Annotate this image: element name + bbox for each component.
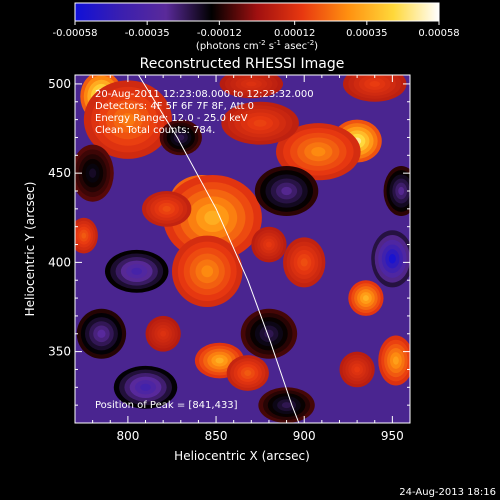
heatmap-contour <box>160 330 167 337</box>
heatmap-blob <box>383 166 410 216</box>
heatmap-blob <box>378 335 410 386</box>
time-range-label: 20-Aug-2011 12:23:08.000 to 12:23:32.000 <box>95 89 314 100</box>
heatmap-blob <box>343 75 407 102</box>
heatmap-blob <box>221 101 299 145</box>
heatmap-contour <box>388 254 396 264</box>
colorbar-tick-label: -0.00012 <box>197 28 242 39</box>
heatmap-blob <box>251 226 287 263</box>
heatmap-blob <box>159 119 202 156</box>
x-tick-label: 900 <box>293 429 316 443</box>
plot-frame <box>74 74 411 424</box>
heatmap-contour <box>354 366 361 373</box>
x-tick-label: 850 <box>205 429 228 443</box>
heatmap-blob <box>219 75 284 99</box>
heatmap-blob <box>75 217 98 254</box>
heatmap-blob <box>348 280 384 316</box>
footer-timestamp: 24-Aug-2013 18:16 <box>399 487 496 498</box>
heatmap-blob <box>339 351 375 388</box>
heatmap-contour <box>215 357 224 364</box>
heatmap-blob <box>145 315 181 352</box>
heatmap-blob <box>76 308 127 359</box>
y-tick-label: 400 <box>48 255 71 269</box>
y-tick-label: 350 <box>48 345 71 359</box>
heatmap-blob <box>163 174 262 261</box>
heatmap-contour <box>140 383 151 391</box>
heatmap-contour <box>369 80 381 87</box>
heatmap-contour <box>177 134 185 141</box>
peak-position-label: Position of Peak = [841,433] <box>95 400 238 411</box>
detectors-label: Detectors: 4F 5F 6F 7F 8F, Att 0 <box>95 101 254 112</box>
heatmap-blob <box>240 308 298 359</box>
heatmap-blob <box>113 365 178 409</box>
heatmap-blob <box>371 230 410 288</box>
heatmap-contour <box>97 329 106 338</box>
heatmap-contour <box>81 232 87 239</box>
heatmap-contour <box>311 146 326 157</box>
colorbar-tick-label: -0.00058 <box>53 28 98 39</box>
y-axis: 350 400 450 500 <box>48 77 410 424</box>
heatmap-blob <box>276 123 361 181</box>
heatmap-blob <box>142 191 192 227</box>
x-axis-label: Heliocentric X (arcsec) <box>174 449 310 463</box>
heatmap-blob <box>83 80 172 159</box>
solar-limb-line <box>138 75 300 423</box>
chart-title: Reconstructed RHESSI Image <box>140 56 345 72</box>
heatmap-contour <box>266 241 272 248</box>
clean-counts-label: Clean Total counts: 784. <box>95 125 215 136</box>
colorbar <box>74 2 440 22</box>
heatmap-blob <box>258 387 315 423</box>
heatmap-contour <box>246 81 257 87</box>
colorbar-tick-label: 0.00035 <box>346 28 387 39</box>
heatmap-contour <box>244 370 252 377</box>
heatmap-contour <box>281 186 292 196</box>
heatmap-contour <box>120 113 136 127</box>
heatmap-contour <box>162 205 171 212</box>
heatmap-contour <box>300 258 308 267</box>
colorbar-ticks: -0.00058 -0.00035 -0.00012 0.00012 0.00035 0.… <box>53 21 460 39</box>
energy-range-label: Energy Range: 12.0 - 25.0 keV <box>95 113 248 124</box>
heatmap-blob <box>254 166 319 216</box>
x-axis: 800 850 900 950 <box>74 75 411 443</box>
heatmap-blob <box>283 237 326 288</box>
heatmap-layer <box>75 75 410 423</box>
x-tick-label: 800 <box>116 429 139 443</box>
heatmap-blob <box>75 144 114 202</box>
x-tick-label: 950 <box>381 429 404 443</box>
heatmap-contour <box>281 402 292 409</box>
heatmap-contour <box>201 265 214 278</box>
heatmap-contour <box>204 210 221 225</box>
heatmap-blob <box>171 235 243 307</box>
heatmap-contour <box>392 356 399 365</box>
colorbar-tick-label: -0.00035 <box>125 28 170 39</box>
heatmap-contour <box>89 168 97 178</box>
y-axis-label: Heliocentric Y (arcsec) <box>23 182 37 317</box>
heatmap-contour <box>362 295 369 302</box>
heatmap-blob <box>226 355 269 391</box>
colorbar-tick-label: 0.00058 <box>418 28 459 39</box>
heatmap-blob <box>104 249 169 293</box>
heatmap-contour <box>398 186 405 196</box>
heatmap-contour <box>253 119 267 127</box>
heatmap-contour <box>131 267 142 275</box>
colorbar-units: (photons cm-2 s-1 asec-2) <box>196 39 318 52</box>
y-tick-label: 500 <box>48 77 71 91</box>
colorbar-tick-label: 0.00012 <box>274 28 315 39</box>
y-tick-label: 450 <box>48 166 71 180</box>
